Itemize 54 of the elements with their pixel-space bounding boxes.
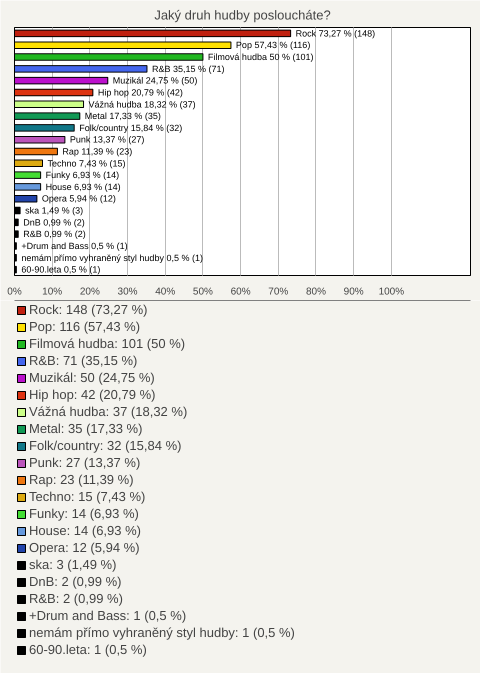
data-label: Opera 5,94 % (12) [42, 194, 116, 204]
legend-label: Techno: 15 (7,43 %) [29, 489, 146, 504]
x-tick-label: 100% [378, 286, 404, 298]
data-label: Folk/country 15,84 % (32) [79, 122, 182, 133]
x-tick-label: 0% [7, 286, 22, 298]
legend-label: R&B: 2 (0,99 %) [29, 591, 123, 606]
legend-label: Funky: 14 (6,93 %) [29, 506, 139, 521]
legend-label: Folk/country: 32 (15,84 %) [29, 438, 182, 453]
data-label: Filmová hudba 50 % (101) [208, 52, 314, 62]
legend-label: Vážná hudba: 37 (18,32 %) [29, 404, 188, 419]
x-tick-label: 80% [306, 286, 326, 298]
x-tick-label: 40% [155, 286, 176, 298]
data-label: Techno 7,43 % (15) [48, 158, 126, 168]
data-label: Pop 57,43 % (116) [236, 40, 310, 50]
legend-label: 60-90.leta: 1 (0,5 %) [29, 642, 147, 657]
legend-label: Muzikál: 50 (24,75 %) [29, 370, 155, 385]
data-label: Vážná hudba 18,32 % (37) [88, 99, 196, 110]
legend-label: Hip hop: 42 (20,79 %) [29, 387, 156, 402]
x-tick-label: 20% [80, 286, 100, 298]
data-label: Punk 13,37 % (27) [70, 134, 144, 145]
legend-label: House: 14 (6,93 %) [29, 523, 142, 538]
legend-label: Rock: 148 (73,27 %) [29, 302, 148, 317]
data-label: Muzikál 24,75 % (50) [112, 76, 198, 86]
legend-label: Punk: 27 (13,37 %) [29, 455, 140, 470]
data-label: Funky 6,93 % (14) [46, 170, 120, 180]
data-label: nemám přímo vyhraněný styl hudby 0,5 % (1) [21, 252, 203, 263]
data-label: Hip hop 20,79 % (42) [98, 87, 183, 98]
legend-label: +Drum and Bass: 1 (0,5 %) [29, 608, 186, 623]
data-label: 60-90.leta 0,5 % (1) [21, 264, 100, 275]
chart-title: Jaký druh hudby posloucháte? [154, 8, 331, 22]
data-label: Rap 11,39 % (23) [62, 146, 132, 156]
x-tick-label: 30% [118, 286, 138, 298]
legend-label: Opera: 12 (5,94 %) [29, 540, 140, 555]
legend-label: Pop: 116 (57,43 %) [29, 319, 140, 334]
legend-label: ska: 3 (1,49 %) [29, 557, 116, 572]
data-label: Metal 17,33 % (35) [84, 111, 161, 122]
data-label: ska 1,49 % (3) [25, 206, 84, 216]
data-label: +Drum and Bass 0,5 % (1) [21, 240, 128, 251]
legend-label: Rap: 23 (11,39 %) [29, 472, 134, 487]
legend-label: Filmová hudba: 101 (50 %) [29, 336, 186, 351]
data-label: House 6,93 % (14) [46, 182, 121, 192]
legend-label: nemám přímo vyhraněný styl hudby: 1 (0,5 %) [29, 625, 295, 640]
x-tick-label: 90% [344, 286, 364, 298]
legend-label: R&B: 71 (35,15 %) [29, 353, 138, 368]
legend-label: Metal: 35 (17,33 %) [29, 421, 142, 436]
data-label: Rock 73,27 % (148) [296, 28, 376, 38]
data-label: R&B 35,15 % (71) [152, 64, 225, 74]
x-tick-label: 50% [192, 286, 214, 298]
x-tick-label: 10% [42, 286, 62, 298]
data-label: R&B 0,99 % (2) [23, 229, 86, 240]
x-tick-label: 70% [268, 286, 288, 298]
data-label: DnB 0,99 % (2) [23, 217, 85, 228]
legend-label: DnB: 2 (0,99 %) [29, 574, 122, 589]
x-tick-label: 60% [230, 286, 251, 298]
